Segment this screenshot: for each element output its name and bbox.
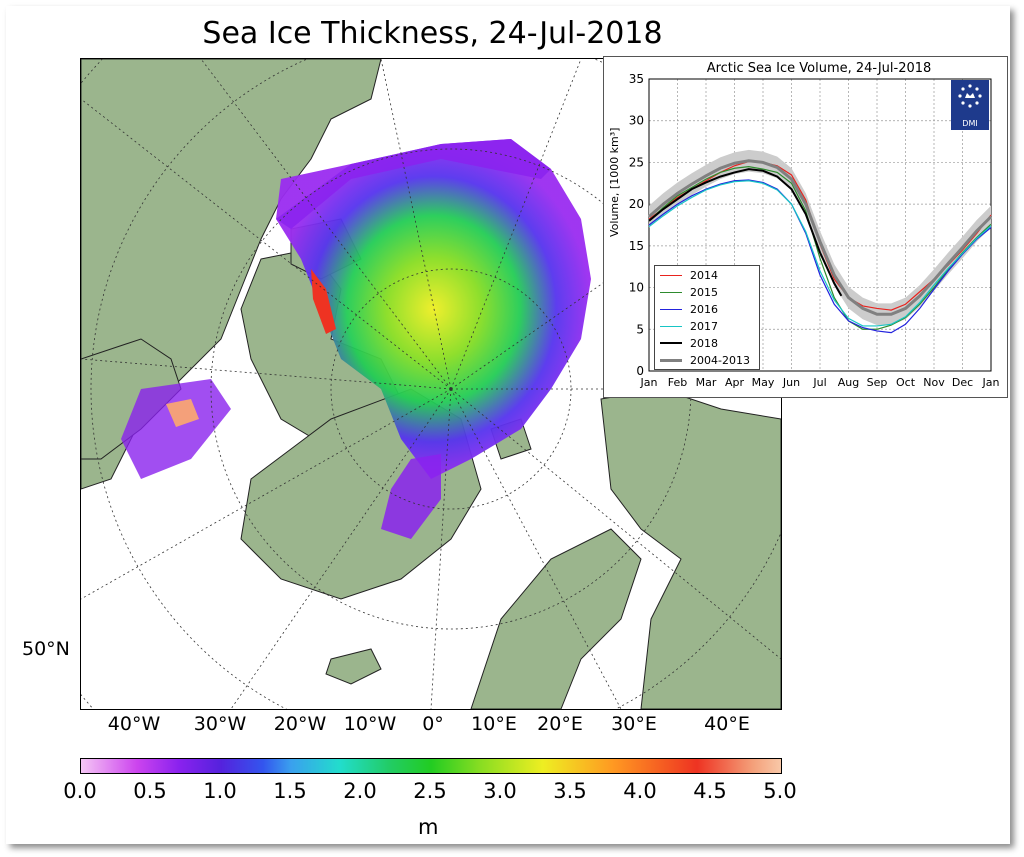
series-line-2015 <box>648 165 992 330</box>
colorbar-tick-label: 1.0 <box>203 779 237 803</box>
legend-swatch <box>660 342 682 344</box>
series-line-2018 <box>648 168 843 297</box>
sea-ice-thick-edge <box>311 269 336 334</box>
legend-label: 2014 <box>690 268 718 282</box>
volume-chart: Arctic Sea Ice Volume, 24-Jul-2018 Volum… <box>603 56 1008 398</box>
legend-swatch <box>660 325 682 327</box>
legend-swatch <box>660 291 682 293</box>
y-tick-label: 30 <box>629 114 644 128</box>
lon-label: 20°W <box>273 713 327 735</box>
lon-label: 40°E <box>704 713 750 735</box>
colorbar-tick-label: 0.0 <box>63 779 97 803</box>
x-tick-label: Feb <box>668 376 687 389</box>
lon-label: 10°W <box>343 713 397 735</box>
legend-item: 2014 <box>655 267 759 283</box>
y-tick-label: 35 <box>629 72 644 86</box>
dmi-logo-text: DMI <box>962 119 978 128</box>
y-tick-label: 0 <box>636 364 644 378</box>
x-tick-label: Jan <box>640 376 658 389</box>
lon-label: 0° <box>422 713 444 735</box>
chart-legend: 2014 2015 2016 2017 2018 2004-2013 <box>654 265 760 370</box>
legend-label: 2017 <box>690 319 718 333</box>
sea-ice-hudson-thick <box>166 399 199 427</box>
legend-swatch <box>660 308 682 310</box>
colorbar <box>80 758 782 774</box>
sea-ice-east-greenland <box>381 454 441 539</box>
legend-swatch <box>660 358 682 362</box>
sea-ice-baffin <box>121 379 231 479</box>
series-line-2004-2013 <box>648 159 993 316</box>
x-tick-label: Oct <box>896 376 916 389</box>
x-tick-label: Aug <box>838 376 859 389</box>
legend-label: 2004-2013 <box>690 353 750 367</box>
y-tick-label: 10 <box>629 281 644 295</box>
legend-label: 2015 <box>690 285 718 299</box>
land-iceland <box>325 648 382 685</box>
lon-label: 10°E <box>471 713 517 735</box>
colorbar-tick-label: 2.0 <box>343 779 377 803</box>
y-tick-label: 15 <box>629 239 644 253</box>
colorbar-tick-label: 1.5 <box>273 779 307 803</box>
y-tick-label: 5 <box>636 322 644 336</box>
x-tick-label: Sep <box>867 376 888 389</box>
colorbar-unit: m <box>418 815 439 839</box>
x-tick-label: Apr <box>725 376 745 389</box>
colorbar-tick-label: 5.0 <box>763 779 797 803</box>
colorbar-tick-label: 4.5 <box>693 779 727 803</box>
map-title: Sea Ice Thickness, 24-Jul-2018 <box>202 16 663 51</box>
crown-icon <box>958 84 982 108</box>
legend-label: 2016 <box>690 302 718 316</box>
lon-label: 20°E <box>537 713 583 735</box>
x-tick-label: Jan <box>982 376 1000 389</box>
legend-item: 2004-2013 <box>655 352 759 368</box>
land-scandinavia <box>470 528 642 709</box>
lon-label: 30°W <box>193 713 247 735</box>
map-canvas <box>81 59 781 709</box>
legend-item: 2016 <box>655 301 759 317</box>
lat-label-50n: 50°N <box>22 638 70 660</box>
chart-svg: 0 5 10 15 20 25 30 35 Jan Feb Mar Apr May Jun Jul Aug Se… <box>629 72 1000 389</box>
x-tick-label: Mar <box>696 376 717 389</box>
lon-label: 30°E <box>611 713 657 735</box>
legend-label: 2018 <box>690 336 718 350</box>
dmi-logo: DMI <box>951 80 989 130</box>
sea-ice-purple-margin <box>276 139 551 229</box>
series-line-2016 <box>648 179 992 334</box>
legend-item: 2015 <box>655 284 759 300</box>
graticule <box>81 59 781 709</box>
legend-item: 2017 <box>655 318 759 334</box>
land-russia <box>600 388 781 709</box>
colorbar-tick-label: 0.5 <box>133 779 167 803</box>
x-tick-label: Jun <box>782 376 800 389</box>
series-line-2017 <box>648 180 992 327</box>
x-tick-label: Nov <box>923 376 945 389</box>
legend-swatch <box>660 274 682 276</box>
colorbar-tick-label: 2.5 <box>413 779 447 803</box>
sea-ice-field <box>276 139 591 479</box>
y-tick-label: 20 <box>629 197 644 211</box>
x-tick-label: Jul <box>812 376 826 389</box>
colorbar-tick-label: 3.5 <box>553 779 587 803</box>
x-tick-label: May <box>752 376 775 389</box>
lon-label: 40°W <box>107 713 161 735</box>
legend-item: 2018 <box>655 335 759 351</box>
x-tick-label: Dec <box>952 376 973 389</box>
y-tick-label: 25 <box>629 155 644 169</box>
chart-title: Arctic Sea Ice Volume, 24-Jul-2018 <box>706 61 932 76</box>
colorbar-tick-label: 3.0 <box>483 779 517 803</box>
colorbar-tick-label: 4.0 <box>623 779 657 803</box>
